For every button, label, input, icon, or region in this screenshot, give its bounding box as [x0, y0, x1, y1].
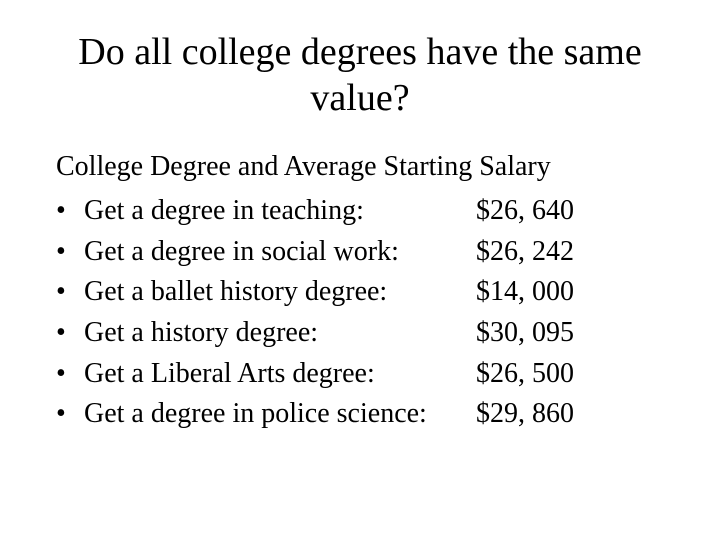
degree-label: Get a Liberal Arts degree:: [84, 354, 476, 395]
degree-label: Get a ballet history degree:: [84, 272, 476, 313]
slide-title: Do all college degrees have the same val…: [50, 30, 670, 121]
bullet-icon: •: [56, 313, 84, 354]
bullet-icon: •: [56, 354, 84, 395]
list-item: • Get a ballet history degree: $14, 000: [56, 272, 670, 313]
degree-list: • Get a degree in teaching: $26, 640 • G…: [56, 191, 670, 435]
list-item: • Get a degree in police science: $29, 8…: [56, 394, 670, 435]
salary-value: $30, 095: [476, 313, 574, 354]
bullet-icon: •: [56, 272, 84, 313]
degree-label: Get a degree in police science:: [84, 394, 476, 435]
list-item: • Get a history degree: $30, 095: [56, 313, 670, 354]
degree-label: Get a degree in teaching:: [84, 191, 476, 232]
bullet-icon: •: [56, 232, 84, 273]
bullet-icon: •: [56, 394, 84, 435]
salary-value: $29, 860: [476, 394, 574, 435]
list-item: • Get a degree in teaching: $26, 640: [56, 191, 670, 232]
bullet-icon: •: [56, 191, 84, 232]
salary-value: $14, 000: [476, 272, 574, 313]
list-item: • Get a degree in social work: $26, 242: [56, 232, 670, 273]
salary-value: $26, 242: [476, 232, 574, 273]
salary-value: $26, 500: [476, 354, 574, 395]
salary-value: $26, 640: [476, 191, 574, 232]
degree-label: Get a degree in social work:: [84, 232, 476, 273]
slide-subtitle: College Degree and Average Starting Sala…: [56, 151, 670, 183]
list-item: • Get a Liberal Arts degree: $26, 500: [56, 354, 670, 395]
degree-label: Get a history degree:: [84, 313, 476, 354]
